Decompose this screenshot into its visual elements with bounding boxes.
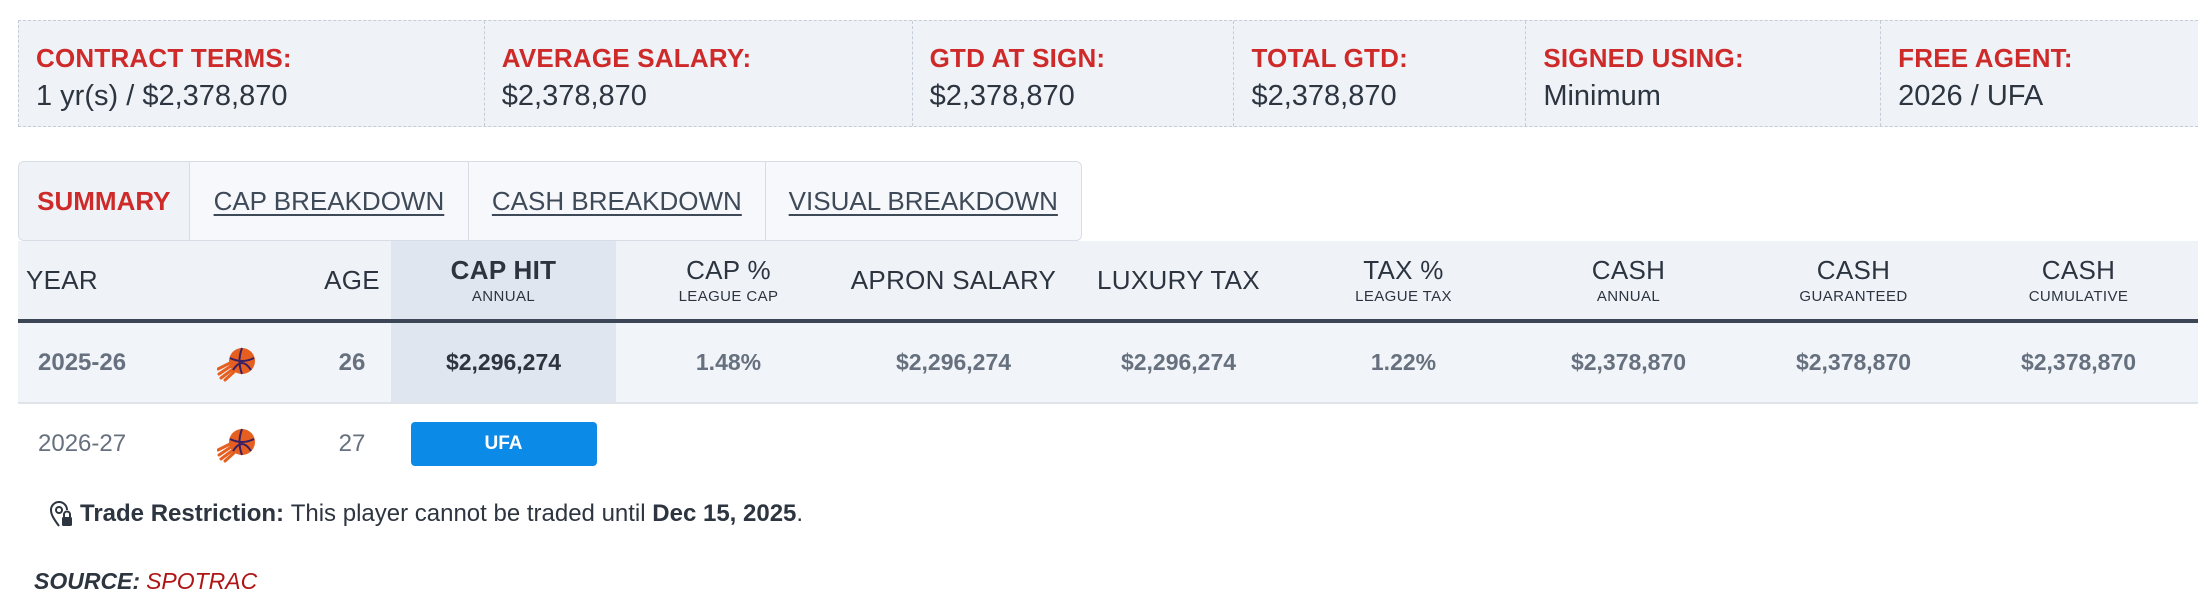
status-cell: UFA [391, 404, 616, 483]
tab-cap-breakdown[interactable]: CAP BREAKDOWN [188, 162, 469, 240]
contract-tabs: SUMMARY CAP BREAKDOWN CASH BREAKDOWN VIS… [18, 161, 1082, 241]
cash-annual-cell: $2,378,870 [1570, 349, 1687, 375]
trade-restriction-text: This player cannot be traded until [290, 500, 646, 527]
col-header-age: AGE [272, 241, 432, 319]
tax-pct-cell: 1.22% [1370, 349, 1437, 375]
gtd-at-sign-value: $2,378,870 [929, 80, 1075, 112]
col-header-cap-pct-label: CAP % [686, 255, 771, 285]
col-header-cap-hit-sub: ANNUAL [471, 288, 536, 305]
suns-logo-icon [188, 323, 288, 402]
col-header-tax-pct-sub: LEAGUE TAX [1355, 288, 1452, 305]
trade-restriction-label: Trade Restriction: [80, 500, 285, 527]
cash-cumulative-cell: $2,378,870 [2020, 349, 2137, 375]
gtd-at-sign-label: GTD AT SIGN: [929, 43, 1106, 73]
free-agent-value: 2026 / UFA [1898, 80, 2044, 112]
cap-pct-cell: 1.48% [695, 349, 762, 375]
cap-hit-cell: $2,296,274 [391, 323, 616, 402]
col-header-cash-annual: CASH ANNUAL [1516, 241, 1741, 319]
location-lock-icon [49, 501, 72, 527]
average-salary-value: $2,378,870 [501, 80, 647, 112]
trade-restriction-suffix: . [796, 500, 804, 527]
signed-using-cell: SIGNED USING: Minimum [1526, 21, 1882, 126]
year-cell: 2026-27 [38, 429, 127, 457]
col-header-cash-annual-label: CASH [1591, 255, 1666, 285]
table-header: YEAR AGE CAP HIT ANNUAL CAP % LEAGUE CAP… [18, 241, 2198, 323]
average-salary-label: AVERAGE SALARY: [501, 43, 752, 73]
contract-terms-value: 1 yr(s) / $2,378,870 [36, 80, 288, 112]
col-header-tax-pct-label: TAX % [1363, 255, 1444, 285]
col-header-cash-guaranteed-label: CASH [1816, 255, 1891, 285]
contract-terms-label: CONTRACT TERMS: [36, 43, 292, 73]
contract-terms-cell: CONTRACT TERMS: 1 yr(s) / $2,378,870 [19, 21, 485, 126]
cash-guaranteed-cell: $2,378,870 [1795, 349, 1912, 375]
col-header-cap-pct: CAP % LEAGUE CAP [616, 241, 841, 319]
col-header-apron-salary: APRON SALARY [841, 241, 1066, 319]
col-header-cash-guaranteed-sub: GUARANTEED [1799, 288, 1908, 305]
total-gtd-cell: TOTAL GTD: $2,378,870 [1234, 21, 1527, 126]
col-header-cash-cumulative: CASH CUMULATIVE [1966, 241, 2191, 319]
source-credit: SOURCE: SPOTRAC [34, 568, 257, 595]
total-gtd-value: $2,378,870 [1251, 80, 1397, 112]
tab-visual-breakdown[interactable]: VISUAL BREAKDOWN [764, 162, 1081, 240]
age-cell: 27 [338, 429, 366, 457]
ufa-status-badge: UFA [410, 421, 597, 466]
source-link[interactable]: SPOTRAC [146, 568, 258, 594]
average-salary-cell: AVERAGE SALARY: $2,378,870 [485, 21, 913, 126]
signed-using-value: Minimum [1543, 80, 1661, 112]
apron-salary-cell: $2,296,274 [895, 349, 1012, 375]
signed-using-label: SIGNED USING: [1543, 43, 1744, 73]
contract-summary-bar: CONTRACT TERMS: 1 yr(s) / $2,378,870 AVE… [18, 20, 2198, 127]
col-header-cap-hit-label: CAP HIT [450, 255, 557, 285]
gtd-at-sign-cell: GTD AT SIGN: $2,378,870 [913, 21, 1235, 126]
total-gtd-label: TOTAL GTD: [1251, 43, 1408, 73]
tab-cash-breakdown[interactable]: CASH BREAKDOWN [468, 162, 765, 240]
year-cell: 2025-26 [38, 348, 127, 376]
col-header-luxury-tax-label: LUXURY TAX [1097, 264, 1260, 295]
col-header-luxury-tax: LUXURY TAX [1066, 241, 1291, 319]
trade-restriction-note: Trade Restriction: This player cannot be… [48, 500, 803, 528]
col-header-year: YEAR [18, 241, 188, 319]
table-row: 2026-27 27 UFA [18, 404, 2198, 483]
table-row: 2025-26 26 $2,296,274 1.48% $2,296,274 $… [18, 323, 2198, 404]
col-header-tax-pct: TAX % LEAGUE TAX [1291, 241, 1516, 319]
col-header-year-label: YEAR [26, 264, 99, 295]
col-header-cash-cumulative-label: CASH [2041, 255, 2116, 285]
col-header-cash-guaranteed: CASH GUARANTEED [1741, 241, 1966, 319]
suns-logo-icon [188, 404, 288, 483]
free-agent-cell: FREE AGENT: 2026 / UFA [1881, 21, 2198, 126]
tab-summary[interactable]: SUMMARY [19, 162, 189, 240]
col-header-cash-cumulative-sub: CUMULATIVE [2028, 288, 2129, 305]
col-header-age-label: AGE [324, 264, 380, 295]
free-agent-label: FREE AGENT: [1898, 43, 2073, 73]
age-cell: 26 [338, 348, 366, 376]
col-header-cap-hit: CAP HIT ANNUAL [391, 241, 616, 319]
trade-restriction-date: Dec 15, 2025 [652, 500, 797, 527]
contract-table: YEAR AGE CAP HIT ANNUAL CAP % LEAGUE CAP… [18, 241, 2198, 483]
source-label: SOURCE: [34, 568, 141, 594]
col-header-apron-salary-label: APRON SALARY [850, 264, 1057, 295]
luxury-tax-cell: $2,296,274 [1120, 349, 1237, 375]
col-header-cash-annual-sub: ANNUAL [1596, 288, 1661, 305]
col-header-cap-pct-sub: LEAGUE CAP [678, 288, 779, 305]
